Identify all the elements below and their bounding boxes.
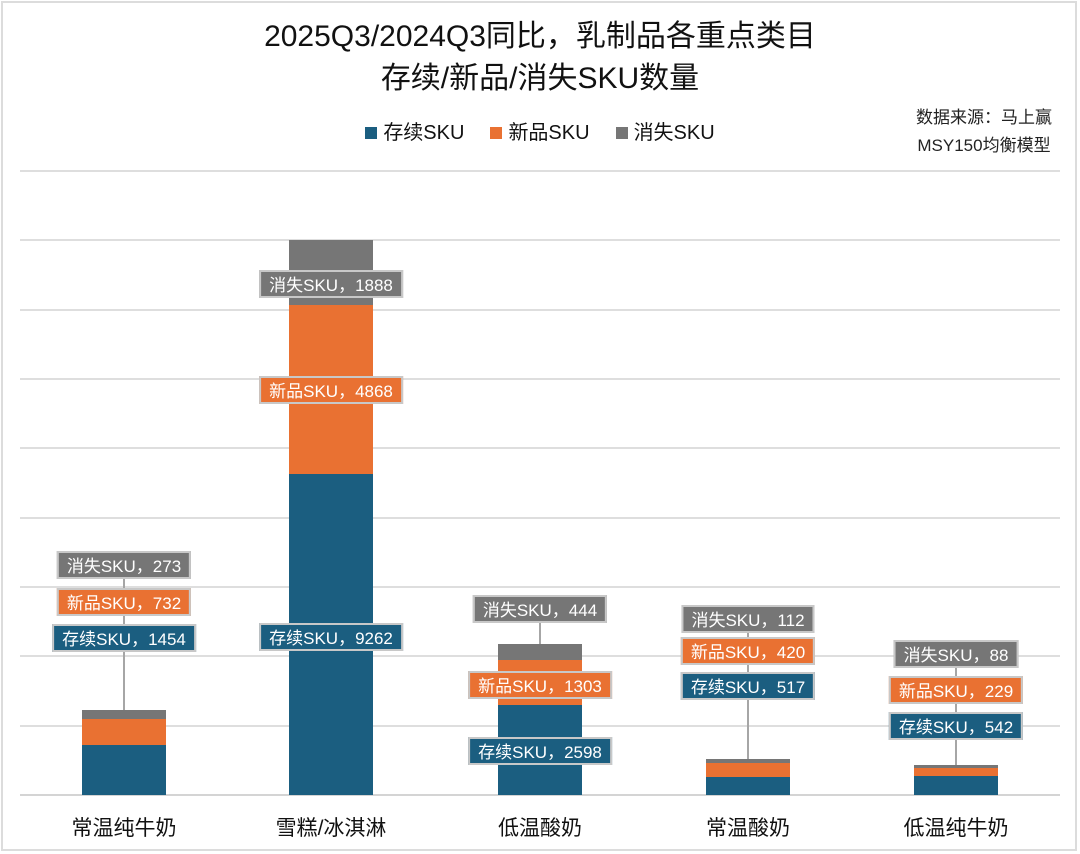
legend-swatch-continuing xyxy=(365,127,378,139)
data-label-discontinued: 消失SKU，112 xyxy=(681,605,815,633)
data-label-continuing: 存续SKU，1454 xyxy=(52,624,196,652)
x-axis-category-label: 常温酸奶 xyxy=(706,817,790,840)
data-source-note: 数据来源：马上赢 MSY150均衡模型 xyxy=(916,104,1052,160)
gridline xyxy=(20,378,1060,380)
stacked-bar[interactable] xyxy=(82,709,166,795)
legend-item-continuing[interactable]: 存续SKU xyxy=(365,120,464,146)
chart-title-line1: 2025Q3/2024Q3同比，乳制品各重点类目 xyxy=(264,20,816,53)
data-label-continuing: 存续SKU，9262 xyxy=(259,623,403,651)
stacked-bar[interactable] xyxy=(498,644,582,795)
label-leader-line xyxy=(539,609,541,645)
segment-discontinued[interactable] xyxy=(706,758,790,763)
x-axis-category-label: 低温酸奶 xyxy=(498,817,582,840)
data-label-continuing: 存续SKU，2598 xyxy=(468,737,612,765)
gridline xyxy=(20,586,1060,588)
data-label-discontinued: 消失SKU，444 xyxy=(472,595,608,623)
segment-discontinued[interactable] xyxy=(914,765,998,769)
x-axis-category-label: 低温纯牛奶 xyxy=(903,817,1009,840)
segment-continuing[interactable] xyxy=(82,744,166,795)
stacked-bar[interactable] xyxy=(914,765,998,795)
data-label-new: 新品SKU，1303 xyxy=(468,671,612,699)
data-label-discontinued: 消失SKU，1888 xyxy=(259,270,403,298)
data-label-new: 新品SKU，732 xyxy=(56,588,192,616)
source-line2: MSY150均衡模型 xyxy=(917,136,1051,155)
label-leader-line xyxy=(955,654,957,766)
legend-label: 存续SKU xyxy=(383,122,465,144)
segment-new[interactable] xyxy=(914,768,998,777)
legend-item-new[interactable]: 新品SKU xyxy=(490,120,590,146)
data-label-new: 新品SKU，4868 xyxy=(259,376,403,404)
gridline xyxy=(20,308,1060,311)
data-label-continuing: 存续SKU，517 xyxy=(680,672,816,700)
data-label-new: 新品SKU，420 xyxy=(680,637,816,665)
plot-area: 存续SKU，1454 新品SKU，732 消失SKU，273 常温纯牛奶 存续SKU，9… xyxy=(20,0,1060,854)
source-line1: 数据来源：马上赢 xyxy=(916,108,1052,127)
legend: 存续SKU 新品SKU 消失SKU xyxy=(0,120,1080,146)
segment-discontinued[interactable] xyxy=(82,709,166,720)
segment-new[interactable] xyxy=(82,719,166,745)
gridline xyxy=(20,516,1060,519)
x-axis-baseline xyxy=(20,794,1060,796)
segment-continuing[interactable] xyxy=(706,777,790,795)
data-label-new: 新品SKU，229 xyxy=(888,676,1024,704)
data-label-discontinued: 消失SKU，88 xyxy=(893,640,1019,668)
segment-discontinued[interactable] xyxy=(498,644,582,660)
stacked-bar[interactable] xyxy=(289,239,373,795)
x-axis-category-label: 雪糕/冰淇淋 xyxy=(275,817,387,840)
x-axis-category-label: 常温纯牛奶 xyxy=(71,817,177,840)
data-label-continuing: 存续SKU，542 xyxy=(888,712,1024,740)
segment-new[interactable] xyxy=(706,762,790,778)
segment-continuing[interactable] xyxy=(914,776,998,795)
legend-item-discontinued[interactable]: 消失SKU xyxy=(615,120,715,146)
legend-label: 消失SKU xyxy=(633,122,715,144)
legend-swatch-discontinued xyxy=(615,127,628,139)
chart-title-line2: 存续/新品/消失SKU数量 xyxy=(380,62,700,95)
legend-label: 新品SKU xyxy=(508,122,590,144)
data-label-discontinued: 消失SKU，273 xyxy=(56,551,192,579)
legend-swatch-new xyxy=(490,127,503,139)
gridline xyxy=(20,170,1060,172)
stacked-bar[interactable] xyxy=(706,758,790,795)
gridline xyxy=(20,239,1060,242)
gridline xyxy=(20,447,1060,450)
